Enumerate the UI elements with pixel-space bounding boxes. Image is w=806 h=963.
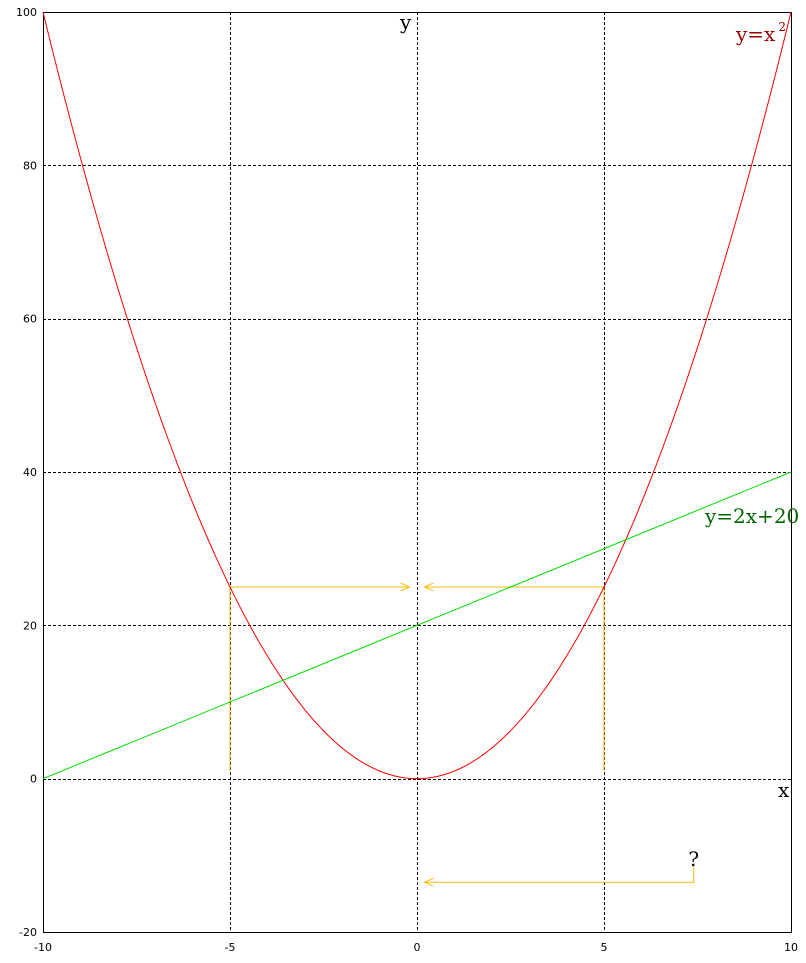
annotation-arrow <box>425 866 695 882</box>
x-axis-label: x <box>778 778 790 802</box>
series-lines <box>42 11 792 780</box>
tick-labels: -10 -5 0 5 10 -20 0 20 40 60 80 100 <box>16 6 798 954</box>
series-label-parabola-base: y=x <box>735 22 776 46</box>
x-tick-label: 10 <box>784 941 798 954</box>
series-line-parabola <box>42 11 792 780</box>
plot-frame <box>43 12 792 933</box>
grid-lines <box>43 12 791 932</box>
y-tick-label: 60 <box>23 313 37 326</box>
annotation-arrows <box>229 587 695 882</box>
y-tick-label: 20 <box>23 619 37 632</box>
y-tick-label: 40 <box>23 466 37 479</box>
x-tick-label: 0 <box>414 941 421 954</box>
axes <box>43 12 792 933</box>
y-tick-label: -20 <box>19 926 37 939</box>
question-mark-annotation: ? <box>688 847 699 871</box>
series-label-parabola-exponent: 2 <box>778 20 786 34</box>
x-tick-label: 5 <box>601 941 608 954</box>
y-tick-label: 100 <box>16 6 37 19</box>
x-tick-label: -10 <box>34 941 52 954</box>
y-axis-label: y <box>399 10 412 34</box>
series-label-parabola: y=x 2 <box>735 20 786 46</box>
series-label-line: y=2x+20 <box>704 504 799 528</box>
series-line-linear <box>42 471 792 780</box>
x-tick-label: -5 <box>225 941 236 954</box>
y-tick-label: 0 <box>30 773 37 786</box>
y-tick-label: 80 <box>23 159 37 172</box>
